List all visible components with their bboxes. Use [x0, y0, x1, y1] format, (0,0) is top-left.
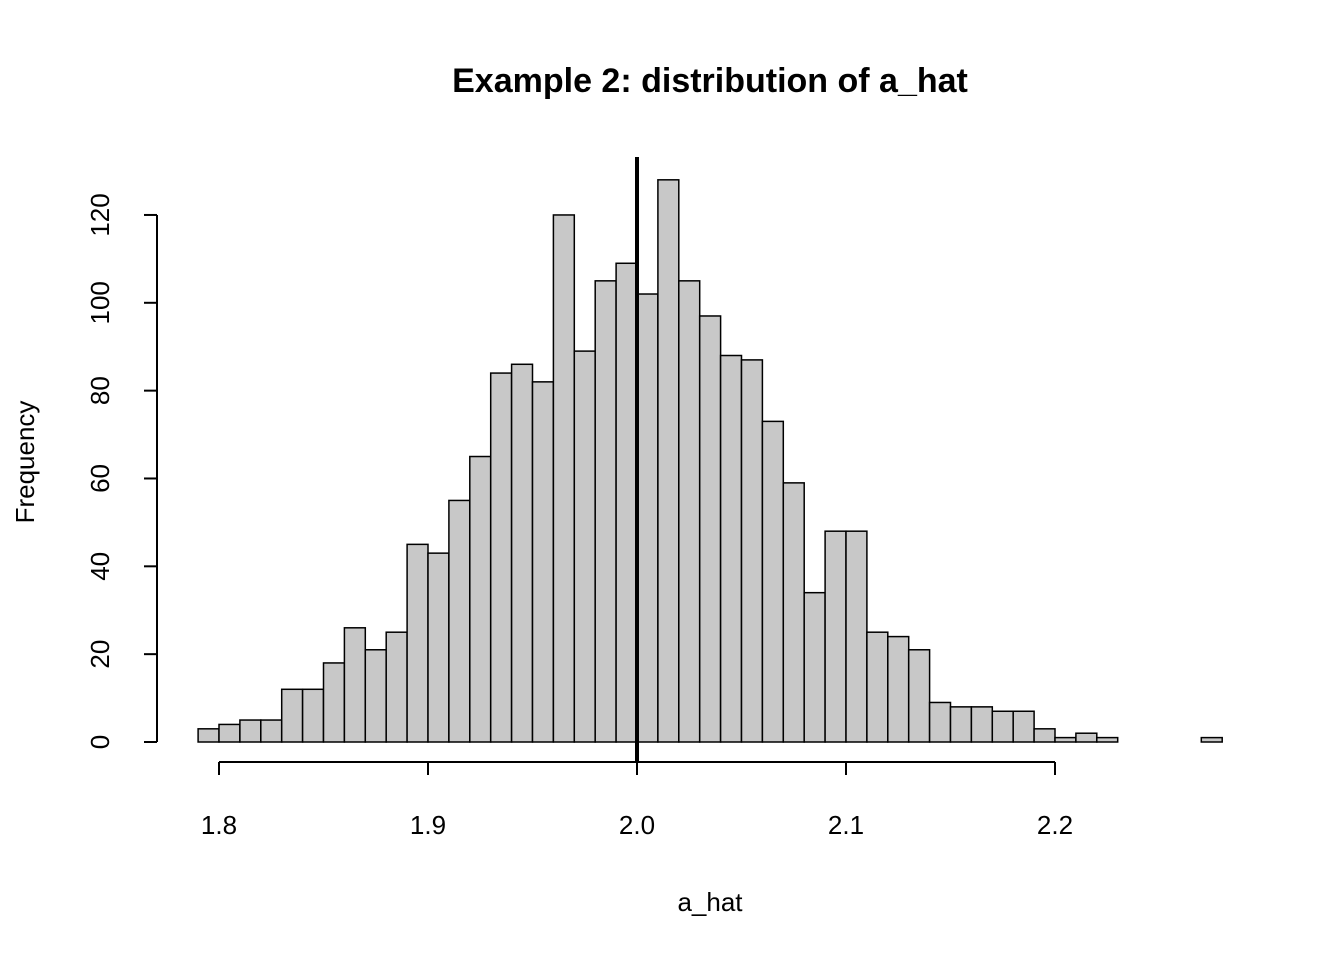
y-tick-label: 60 — [85, 464, 115, 493]
bars-group — [197, 179, 1223, 743]
histogram-bar — [636, 293, 659, 743]
histogram-bar — [364, 649, 387, 743]
y-tick-label: 100 — [85, 281, 115, 324]
y-tick-label: 0 — [85, 735, 115, 749]
y-tick-label: 40 — [85, 552, 115, 581]
histogram-bar — [218, 723, 241, 743]
histogram-bar — [761, 420, 785, 743]
x-axis: 1.8 1.9 2.0 2.1 2.2 — [201, 761, 1073, 840]
histogram-bar — [469, 455, 492, 743]
histogram-bar — [907, 649, 931, 743]
x-tick-label: 1.9 — [410, 810, 446, 840]
x-tick-label: 2.2 — [1037, 810, 1073, 840]
histogram-bar — [1012, 710, 1035, 743]
histogram-bar — [949, 706, 973, 743]
histogram-bar — [866, 631, 889, 743]
histogram-bar — [280, 688, 304, 743]
histogram-bar — [1033, 728, 1056, 743]
histogram-bar — [970, 706, 994, 743]
histogram-bar — [448, 499, 471, 743]
x-axis-title: a_hat — [677, 887, 743, 917]
histogram-bar — [1054, 736, 1077, 743]
histogram-bar — [301, 688, 325, 743]
histogram-bar — [239, 719, 262, 743]
histogram-bar — [678, 280, 701, 743]
histogram-bar — [343, 627, 367, 743]
x-tick-label: 1.8 — [201, 810, 237, 840]
histogram-bar — [427, 552, 450, 743]
histogram-bar — [803, 591, 826, 743]
histogram-bar — [928, 701, 952, 743]
histogram-bar — [740, 359, 764, 743]
histogram-bar — [719, 354, 743, 743]
histogram-bar — [845, 530, 868, 743]
histogram-bar — [698, 315, 722, 743]
y-axis: 0 20 40 60 80 100 120 — [85, 193, 158, 749]
histogram-bar — [531, 381, 555, 743]
histogram-bar — [573, 350, 596, 743]
x-tick-label: 2.1 — [828, 810, 864, 840]
histogram-bar — [824, 530, 847, 743]
histogram-bar — [260, 719, 283, 743]
histogram-bar — [552, 214, 576, 743]
histogram-bar — [489, 372, 513, 743]
y-tick-label: 80 — [85, 376, 115, 405]
histogram-bar — [197, 728, 220, 743]
chart-title: Example 2: distribution of a_hat — [452, 62, 968, 100]
histogram-bar — [887, 635, 910, 743]
histogram-bar — [657, 179, 680, 743]
histogram-bar — [1096, 736, 1119, 743]
y-axis-title: Frequency — [10, 401, 40, 524]
histogram-bar — [510, 363, 534, 743]
y-tick-label: 20 — [85, 640, 115, 669]
histogram-bar — [1200, 736, 1223, 743]
histogram-bar — [1075, 732, 1098, 743]
histogram-bar — [594, 280, 617, 743]
histogram-bar — [322, 662, 346, 743]
histogram-bar — [991, 710, 1014, 743]
histogram-bar — [385, 631, 408, 743]
histogram-bar — [782, 482, 805, 743]
histogram-bar — [615, 262, 638, 743]
y-tick-label: 120 — [85, 193, 115, 236]
x-tick-label: 2.0 — [619, 810, 655, 840]
histogram-bar — [406, 543, 429, 743]
